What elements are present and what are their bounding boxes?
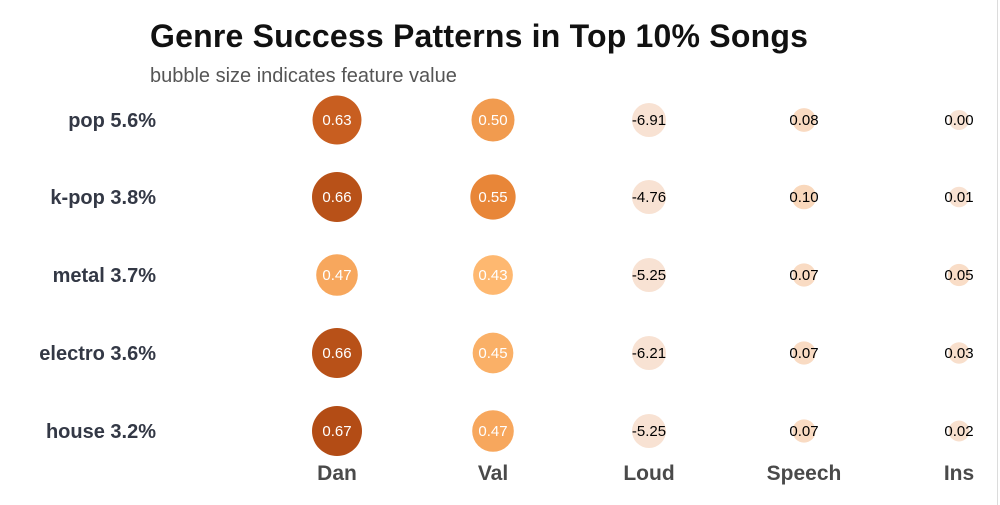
bubble-pop-loud (632, 103, 666, 137)
column-label-ins: Ins (944, 462, 974, 485)
value-label-pop-val: 0.50 (478, 112, 507, 129)
bubble-house-dan (312, 406, 362, 456)
bubble-electro-dan (312, 328, 362, 378)
chart-title: Genre Success Patterns in Top 10% Songs (150, 18, 809, 54)
bubble-k-pop-speech (791, 184, 817, 210)
value-label-house-ins: 0.02 (944, 423, 973, 440)
right-border (997, 0, 998, 505)
row-label-metal: metal 3.7% (53, 265, 157, 287)
bubble-metal-dan (316, 254, 358, 296)
value-label-electro-dan: 0.66 (322, 345, 351, 362)
value-label-metal-dan: 0.47 (322, 267, 351, 284)
bubble-electro-speech (792, 341, 816, 365)
column-label-loud: Loud (623, 462, 674, 485)
bubble-pop-val (471, 98, 515, 142)
value-label-house-dan: 0.67 (322, 423, 351, 440)
bubble-k-pop-val (470, 174, 516, 220)
bubble-house-loud (632, 414, 666, 448)
value-label-k-pop-speech: 0.10 (789, 189, 818, 206)
value-label-electro-val: 0.45 (478, 345, 507, 362)
bubble-metal-speech (792, 263, 816, 287)
value-label-pop-loud: -6.91 (632, 112, 666, 129)
bubble-metal-loud (632, 258, 666, 292)
value-label-metal-loud: -5.25 (632, 267, 666, 284)
column-label-val: Val (478, 462, 508, 485)
bubble-house-speech (792, 419, 816, 443)
bubble-pop-speech (792, 108, 816, 132)
value-label-k-pop-val: 0.55 (478, 189, 507, 206)
value-label-pop-speech: 0.08 (789, 112, 818, 129)
value-label-k-pop-ins: 0.01 (944, 189, 973, 206)
row-label-electro: electro 3.6% (39, 343, 156, 365)
row-label-pop: pop 5.6% (68, 110, 156, 132)
bubble-k-pop-dan (312, 172, 362, 222)
bubble-house-val (472, 410, 514, 452)
value-label-house-speech: 0.07 (789, 423, 818, 440)
bubble-electro-val (472, 332, 514, 374)
bubble-k-pop-loud (632, 180, 666, 214)
bubble-electro-ins (948, 342, 970, 364)
chart-subtitle: bubble size indicates feature value (150, 65, 457, 87)
column-label-speech: Speech (767, 462, 842, 485)
value-label-house-loud: -5.25 (632, 423, 666, 440)
row-label-house: house 3.2% (46, 421, 156, 443)
bubble-metal-ins (947, 263, 971, 287)
bubble-house-ins (948, 420, 970, 442)
bubble-k-pop-ins (948, 186, 970, 208)
value-label-electro-ins: 0.03 (944, 345, 973, 362)
value-label-metal-speech: 0.07 (789, 267, 818, 284)
value-label-electro-speech: 0.07 (789, 345, 818, 362)
bubble-pop-ins (949, 110, 969, 130)
bubble-electro-loud (632, 336, 666, 370)
value-label-electro-loud: -6.21 (632, 345, 666, 362)
bubble-metal-val (473, 255, 513, 295)
value-label-k-pop-loud: -4.76 (632, 189, 666, 206)
column-label-dan: Dan (317, 462, 357, 485)
value-label-metal-val: 0.43 (478, 267, 507, 284)
value-label-pop-ins: 0.00 (944, 112, 973, 129)
value-label-k-pop-dan: 0.66 (322, 189, 351, 206)
value-label-house-val: 0.47 (478, 423, 507, 440)
value-label-metal-ins: 0.05 (944, 267, 973, 284)
row-label-k-pop: k-pop 3.8% (50, 187, 156, 209)
value-label-pop-dan: 0.63 (322, 112, 351, 129)
bubble-pop-dan (312, 95, 362, 145)
